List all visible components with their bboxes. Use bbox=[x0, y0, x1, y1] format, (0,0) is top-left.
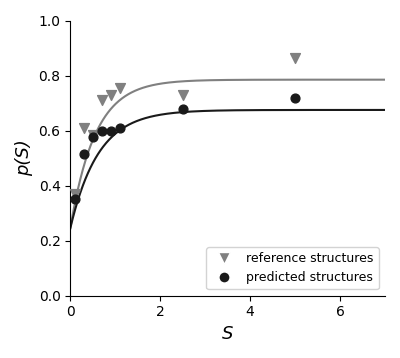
Point bbox=[108, 92, 114, 98]
Legend: reference structures, predicted structures: reference structures, predicted structur… bbox=[206, 247, 379, 290]
Point bbox=[292, 55, 298, 61]
Point bbox=[108, 128, 114, 134]
Point bbox=[72, 191, 78, 197]
Point bbox=[292, 95, 298, 101]
Point bbox=[90, 135, 96, 140]
Point bbox=[180, 106, 186, 111]
Point bbox=[80, 125, 87, 131]
Point bbox=[80, 151, 87, 157]
Point bbox=[90, 132, 96, 137]
Point bbox=[98, 128, 105, 134]
Point bbox=[116, 85, 123, 91]
Point bbox=[98, 97, 105, 103]
Point bbox=[72, 197, 78, 202]
Point bbox=[180, 92, 186, 98]
X-axis label: S: S bbox=[222, 325, 233, 343]
Y-axis label: p(S): p(S) bbox=[15, 140, 33, 176]
Point bbox=[116, 125, 123, 131]
